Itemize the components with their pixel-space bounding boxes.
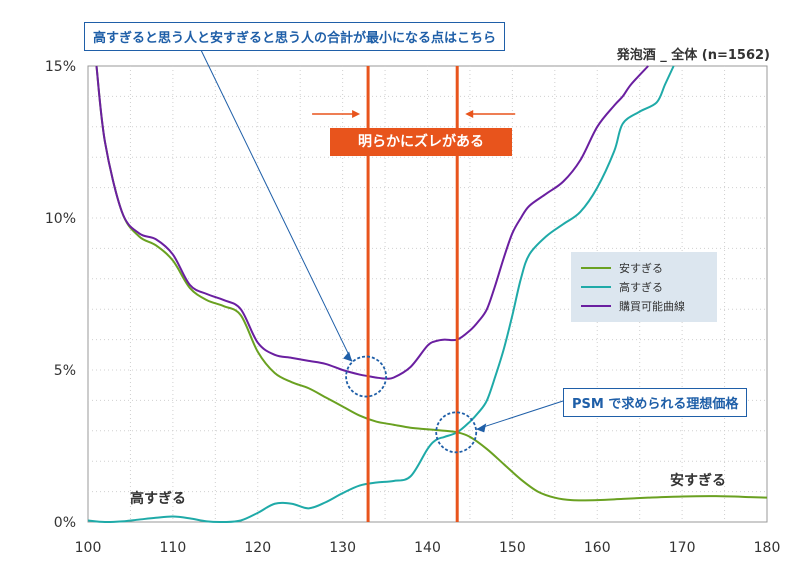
legend-label-expensive: 高すぎる: [619, 280, 663, 294]
x-tick-label: 160: [584, 540, 611, 556]
min-sum-leader-head: [343, 351, 353, 362]
legend-swatch-expensive: [581, 285, 611, 288]
y-tick-label: 15%: [45, 59, 76, 75]
x-tick-label: 170: [669, 540, 696, 556]
legend-label-purchasable: 購買可能曲線: [619, 299, 685, 313]
y-tick-label: 10%: [45, 211, 76, 227]
axis-layer: 100 110 120 130 140 150 160 170 180 0% 5% 10% 15%: [45, 59, 780, 556]
psm-callout: PSM で求められる理想価格: [563, 388, 748, 417]
x-tick-label: 100: [75, 540, 102, 556]
x-tick-label: 150: [499, 540, 526, 556]
gap-banner: 明らかにズレがある: [330, 128, 512, 156]
legend-swatch-purchasable: [581, 304, 611, 307]
region-label-low: 安すぎる: [670, 473, 726, 489]
gap-arrowhead-left: [352, 110, 361, 118]
psm-circle: [435, 411, 478, 454]
series-layer: [87, 65, 768, 524]
series-line-expensive: [87, 65, 675, 524]
legend-label-cheap: 安すぎる: [619, 261, 663, 275]
min-sum-callout: 高すぎると思う人と安すぎると思う人の合計が最小になる点はこちら: [84, 22, 506, 51]
x-tick-label: 130: [329, 540, 356, 556]
x-tick-label: 180: [754, 540, 781, 556]
marker-layer: [199, 47, 564, 522]
min-sum-circle: [345, 355, 387, 398]
series-line-purchasable: [95, 65, 649, 380]
chart-title: 発泡酒 _ 全体 (n=1562): [616, 48, 770, 63]
legend-item: 高すぎる: [581, 277, 707, 296]
y-tick-label: 0%: [54, 515, 76, 531]
x-tick-label: 140: [414, 540, 441, 556]
min-sum-leader: [199, 47, 353, 362]
legend-swatch-cheap: [581, 266, 611, 269]
legend-item: 安すぎる: [581, 258, 707, 277]
y-tick-label: 5%: [54, 363, 76, 379]
gap-arrowhead-right: [465, 110, 474, 118]
chart-legend: 安すぎる 高すぎる 購買可能曲線: [571, 252, 717, 322]
x-tick-label: 120: [244, 540, 271, 556]
legend-item: 購買可能曲線: [581, 296, 707, 315]
region-label-high: 高すぎる: [130, 491, 186, 507]
psm-leader: [476, 400, 564, 430]
x-tick-label: 110: [160, 540, 187, 556]
series-line-cheap: [95, 65, 768, 502]
psm-leader-head: [476, 423, 487, 433]
